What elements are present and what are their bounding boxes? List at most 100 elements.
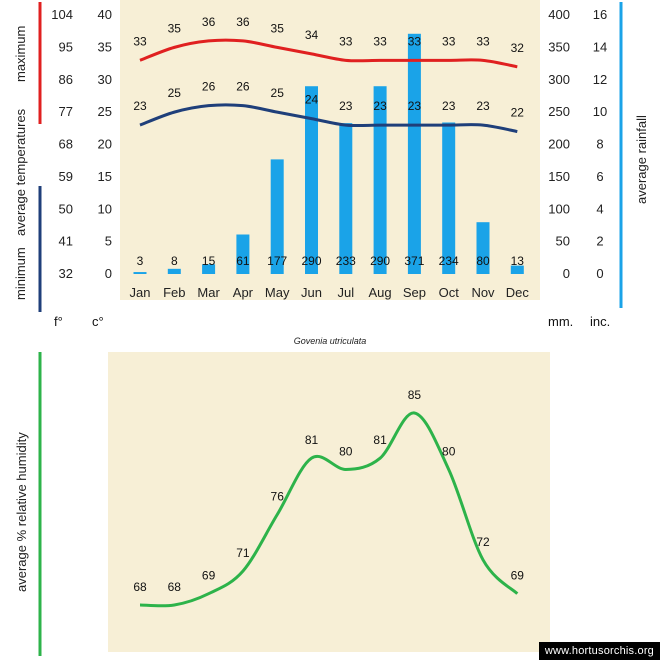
tick-label-mm: 300 bbox=[548, 72, 570, 87]
minimum-value-label: 26 bbox=[236, 80, 250, 94]
minimum-value-label: 26 bbox=[202, 80, 216, 94]
humidity-value-label: 85 bbox=[408, 388, 422, 402]
tick-label-inc: 6 bbox=[596, 169, 603, 184]
month-label: May bbox=[265, 285, 290, 300]
humidity-value-label: 68 bbox=[133, 580, 147, 594]
tick-label-mm: 200 bbox=[548, 137, 570, 152]
humidity-value-label: 80 bbox=[442, 444, 456, 458]
tick-label-f: 41 bbox=[59, 234, 73, 249]
rainfall-bar bbox=[305, 86, 318, 274]
tick-label-inc: 14 bbox=[593, 39, 607, 54]
tick-label-c: 0 bbox=[105, 266, 112, 281]
species-title: Govenia utriculata bbox=[293, 336, 367, 346]
humidity-value-label: 68 bbox=[168, 580, 182, 594]
humidity-value-label: 72 bbox=[476, 535, 490, 549]
month-label: Jun bbox=[301, 285, 322, 300]
humidity-value-label: 81 bbox=[305, 433, 319, 447]
minimum-value-label: 25 bbox=[168, 86, 182, 100]
rainfall-value-label: 233 bbox=[336, 254, 356, 268]
tick-label-mm: 350 bbox=[548, 39, 570, 54]
rainfall-value-label: 290 bbox=[370, 254, 390, 268]
month-label: Aug bbox=[369, 285, 392, 300]
tick-label-f: 32 bbox=[59, 266, 73, 281]
humidity-value-label: 81 bbox=[373, 433, 387, 447]
maximum-value-label: 34 bbox=[305, 28, 319, 42]
minimum-value-label: 23 bbox=[339, 99, 353, 113]
maximum-value-label: 33 bbox=[339, 34, 353, 48]
minimum-value-label: 23 bbox=[408, 99, 422, 113]
maximum-value-label: 36 bbox=[202, 15, 216, 29]
humidity-axis-label: average % relative humidity bbox=[14, 432, 29, 592]
maximum-value-label: 33 bbox=[373, 34, 387, 48]
tick-label-f: 104 bbox=[51, 7, 73, 22]
maximum-value-label: 35 bbox=[168, 21, 182, 35]
month-label: Oct bbox=[439, 285, 460, 300]
minimum-value-label: 25 bbox=[271, 86, 285, 100]
tick-label-f: 86 bbox=[59, 72, 73, 87]
tick-label-inc: 10 bbox=[593, 104, 607, 119]
tick-label-f: 59 bbox=[59, 169, 73, 184]
average-rainfall-label: average rainfall bbox=[634, 115, 649, 204]
rainfall-bar bbox=[270, 159, 284, 274]
humidity-value-label: 76 bbox=[271, 490, 285, 504]
minimum-temperature-line bbox=[139, 103, 518, 134]
tick-label-f: 77 bbox=[59, 104, 73, 119]
rainfall-value-label: 15 bbox=[202, 254, 216, 268]
rainfall-bar bbox=[202, 264, 216, 274]
tick-label-c: 20 bbox=[98, 137, 112, 152]
maximum-label: maximum bbox=[13, 26, 28, 82]
tick-label-c: 15 bbox=[98, 169, 112, 184]
average-temperatures-label: average temperatures bbox=[13, 108, 28, 236]
maximum-value-label: 35 bbox=[271, 21, 285, 35]
humidity-value-label: 71 bbox=[236, 546, 250, 560]
tick-label-mm: 50 bbox=[556, 234, 570, 249]
tick-label-inc: 16 bbox=[593, 7, 607, 22]
rainfall-value-label: 3 bbox=[137, 254, 144, 268]
rainfall-bar bbox=[476, 222, 490, 274]
maximum-temperature-line bbox=[139, 38, 518, 69]
minimum-value-label: 24 bbox=[305, 93, 319, 107]
tick-label-inc: 12 bbox=[593, 72, 607, 87]
maximum-value-label: 32 bbox=[511, 41, 525, 55]
month-label: Nov bbox=[471, 285, 495, 300]
month-label: Jul bbox=[337, 285, 354, 300]
unit-f-label: f° bbox=[54, 314, 63, 329]
rainfall-value-label: 8 bbox=[171, 254, 178, 268]
maximum-value-label: 33 bbox=[408, 34, 422, 48]
rainfall-bar bbox=[236, 234, 250, 274]
minimum-value-label: 23 bbox=[442, 99, 456, 113]
month-label: Dec bbox=[506, 285, 530, 300]
rainfall-value-label: 177 bbox=[267, 254, 287, 268]
humidity-value-label: 69 bbox=[202, 569, 216, 583]
rainfall-value-label: 371 bbox=[404, 254, 424, 268]
minimum-label: minimum bbox=[13, 247, 28, 300]
tick-label-inc: 0 bbox=[596, 266, 603, 281]
tick-label-c: 25 bbox=[98, 104, 112, 119]
minimum-value-label: 23 bbox=[133, 99, 147, 113]
maximum-value-label: 33 bbox=[442, 34, 456, 48]
tick-label-f: 68 bbox=[59, 137, 73, 152]
rainfall-bar bbox=[133, 272, 147, 274]
tick-label-inc: 8 bbox=[596, 137, 603, 152]
rainfall-value-label: 80 bbox=[476, 254, 490, 268]
humidity-line bbox=[139, 411, 519, 608]
rainfall-bar bbox=[339, 123, 353, 274]
tick-label-mm: 100 bbox=[548, 201, 570, 216]
minimum-value-label: 23 bbox=[476, 99, 490, 113]
rainfall-bar bbox=[407, 33, 421, 275]
tick-label-inc: 2 bbox=[596, 234, 603, 249]
month-label: Sep bbox=[403, 285, 426, 300]
minimum-value-label: 22 bbox=[511, 106, 525, 120]
maximum-value-label: 33 bbox=[476, 34, 490, 48]
humidity-value-label: 69 bbox=[511, 569, 525, 583]
tick-label-c: 40 bbox=[98, 7, 112, 22]
unit-mm-label: mm. bbox=[548, 314, 573, 329]
top-chart-background bbox=[120, 0, 540, 300]
rainfall-bar bbox=[510, 265, 524, 274]
tick-label-f: 95 bbox=[59, 39, 73, 54]
maximum-value-label: 36 bbox=[236, 15, 250, 29]
tick-label-inc: 4 bbox=[596, 201, 603, 216]
watermark: www.hortusorchis.org bbox=[538, 642, 660, 660]
rainfall-bar bbox=[442, 122, 456, 274]
